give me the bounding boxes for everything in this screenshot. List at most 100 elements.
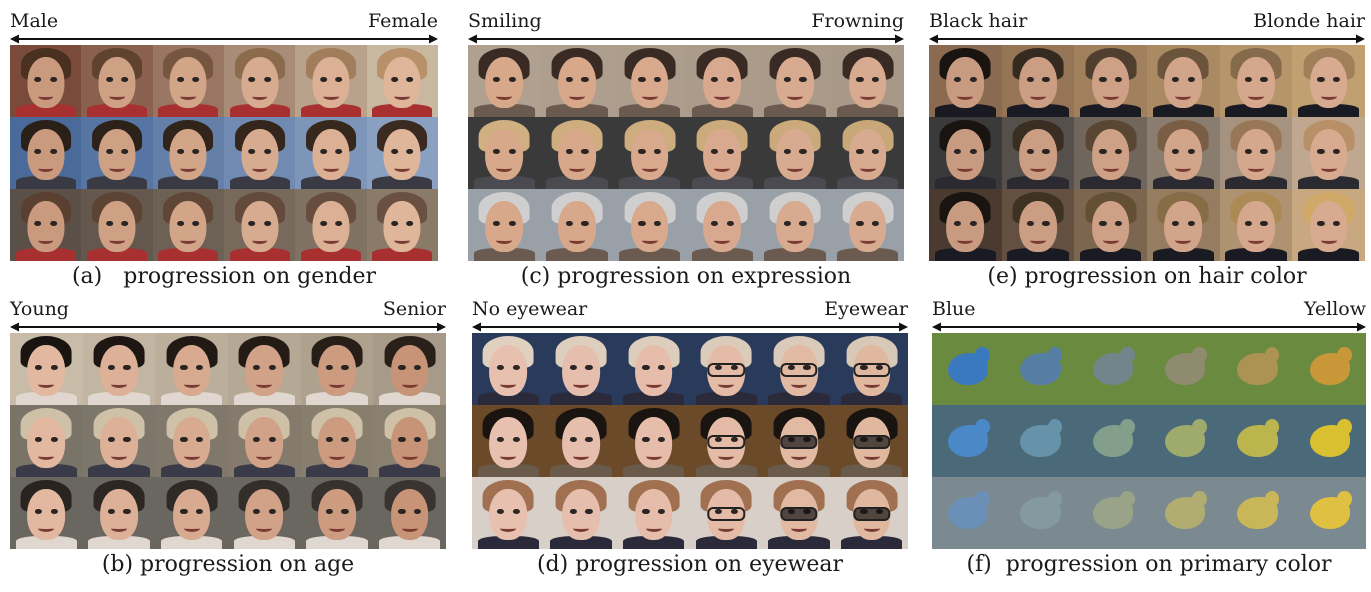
face-thumbnail [152, 45, 224, 117]
double-arrow-icon [10, 34, 438, 44]
face-thumbnail [1074, 117, 1147, 189]
bird-thumbnail [1293, 333, 1366, 405]
face-thumbnail [762, 405, 836, 477]
face-thumbnail [1001, 117, 1075, 189]
image-grid [929, 45, 1365, 261]
face-thumbnail [613, 117, 686, 189]
bird-thumbnail [1076, 405, 1149, 477]
double-arrow-icon [468, 34, 904, 44]
face-thumbnail [544, 477, 618, 549]
face-thumbnail [685, 117, 759, 189]
image-grid [472, 333, 908, 549]
face-thumbnail [227, 405, 301, 477]
face-thumbnail [224, 117, 296, 189]
left-label: Black hair [929, 10, 1028, 32]
face-thumbnail [1219, 189, 1293, 261]
face-thumbnail [613, 189, 686, 261]
face-thumbnail [831, 45, 904, 117]
bird-thumbnail [932, 405, 1005, 477]
face-thumbnail [1001, 189, 1075, 261]
face-thumbnail [366, 45, 438, 117]
face-thumbnail [685, 45, 759, 117]
face-thumbnail [295, 117, 367, 189]
face-thumbnail [468, 189, 541, 261]
face-thumbnail [762, 333, 836, 405]
face-thumbnail [617, 333, 690, 405]
face-thumbnail [472, 333, 545, 405]
axis-header: Blue Yellow [932, 288, 1366, 332]
face-thumbnail [758, 189, 832, 261]
face-thumbnail [1074, 189, 1147, 261]
face-thumbnail [758, 45, 832, 117]
face-thumbnail [82, 333, 156, 405]
face-thumbnail [831, 117, 904, 189]
face-thumbnail [689, 477, 763, 549]
face-thumbnail [227, 477, 301, 549]
panel-eyewear: No eyewear Eyewear (d) progression on ey… [472, 288, 908, 588]
face-thumbnail [835, 405, 908, 477]
axis-header: Black hair Blonde hair [929, 0, 1365, 44]
face-thumbnail [373, 477, 446, 549]
axis-header: No eyewear Eyewear [472, 288, 908, 332]
left-label: Smiling [468, 10, 542, 32]
face-thumbnail [224, 45, 296, 117]
face-thumbnail [929, 189, 1002, 261]
left-label: Young [10, 298, 69, 320]
bird-thumbnail [1004, 333, 1077, 405]
caption: (e) progression on hair color [987, 264, 1307, 289]
face-thumbnail [155, 477, 228, 549]
face-thumbnail [689, 405, 763, 477]
face-thumbnail [227, 333, 301, 405]
face-thumbnail [929, 45, 1002, 117]
face-thumbnail [10, 45, 82, 117]
bird-thumbnail [1004, 477, 1077, 549]
face-thumbnail [81, 117, 153, 189]
face-thumbnail [762, 477, 836, 549]
face-thumbnail [1292, 189, 1365, 261]
face-thumbnail [468, 45, 541, 117]
face-thumbnail [1146, 189, 1220, 261]
left-label: Male [10, 10, 59, 32]
face-thumbnail [366, 189, 438, 261]
face-thumbnail [540, 189, 614, 261]
face-thumbnail [835, 477, 908, 549]
face-thumbnail [1219, 117, 1293, 189]
right-label: Senior [382, 298, 446, 320]
bird-thumbnail [1221, 477, 1294, 549]
right-label: Female [367, 10, 438, 32]
face-thumbnail [472, 405, 545, 477]
face-thumbnail [152, 189, 224, 261]
face-thumbnail [1001, 45, 1075, 117]
bird-thumbnail [1221, 405, 1294, 477]
face-thumbnail [155, 405, 228, 477]
face-thumbnail [472, 477, 545, 549]
right-label: Eyewear [824, 298, 908, 320]
image-grid [468, 45, 904, 261]
axis-header: Male Female [10, 0, 438, 44]
face-thumbnail [81, 45, 153, 117]
bird-thumbnail [1293, 477, 1366, 549]
caption: (c) progression on expression [520, 264, 852, 289]
bird-thumbnail [1076, 477, 1149, 549]
face-thumbnail [929, 117, 1002, 189]
face-thumbnail [155, 333, 228, 405]
face-thumbnail [1074, 45, 1147, 117]
image-grid [10, 333, 446, 549]
face-thumbnail [373, 405, 446, 477]
face-thumbnail [1292, 45, 1365, 117]
face-thumbnail [82, 477, 156, 549]
axis-header: Smiling Frowning [468, 0, 904, 44]
left-label: No eyewear [472, 298, 588, 320]
face-thumbnail [300, 333, 374, 405]
bird-thumbnail [1004, 405, 1077, 477]
caption: (a) progression on gender [71, 264, 377, 289]
face-thumbnail [10, 117, 82, 189]
face-thumbnail [544, 405, 618, 477]
face-thumbnail [540, 117, 614, 189]
face-thumbnail [10, 405, 83, 477]
caption: (d) progression on eyewear [536, 552, 844, 577]
panel-primary-color: Blue Yellow (f) progression on primary c… [932, 288, 1366, 588]
bird-thumbnail [1221, 333, 1294, 405]
panel-gender: Male Female (a) progression on gender [10, 0, 438, 300]
bird-thumbnail [1076, 333, 1149, 405]
